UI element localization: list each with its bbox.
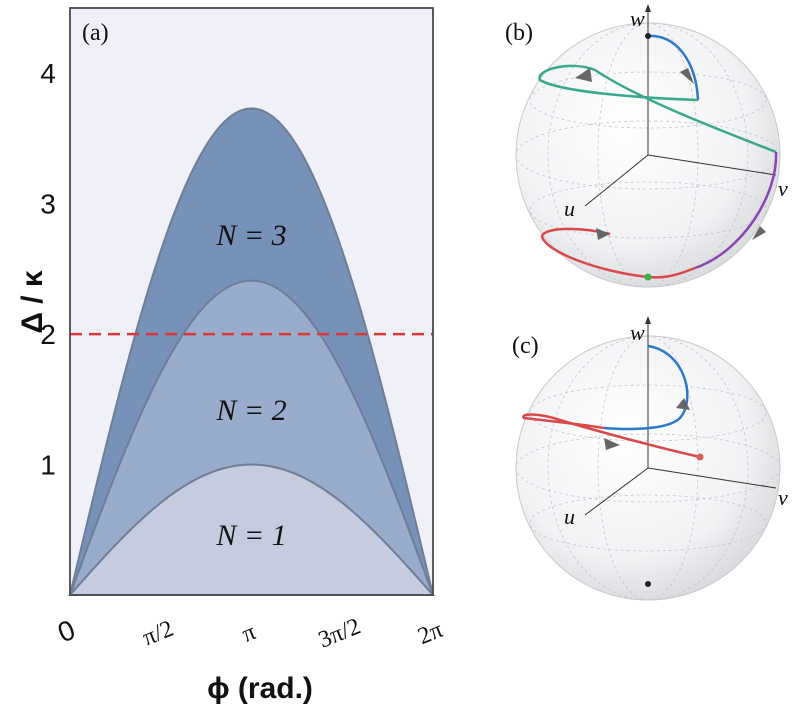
sphere-c-axes [584, 318, 777, 516]
x-tick-label: 3π/2 [315, 613, 364, 653]
sphere-b-axes [584, 6, 777, 207]
point-end-c [696, 453, 704, 461]
y-axis-label: Δ / κ [16, 270, 49, 334]
svg-text:π/2: π/2 [139, 616, 177, 652]
trajectory-purple-b [694, 151, 778, 270]
x-axis-label: ϕ (rad.) [207, 672, 313, 705]
y-tick-label: 4 [40, 58, 56, 89]
series-label-n3: N = 3 [215, 219, 286, 252]
axis-label-w-c: w [630, 320, 645, 345]
svg-text:2π: 2π [414, 617, 446, 650]
point-start-b [645, 33, 651, 39]
x-tick-label: 2π [414, 617, 446, 650]
arrow-b-4 [596, 228, 610, 240]
arrow-b-2 [575, 68, 592, 82]
panel-label-b: (b) [505, 20, 533, 46]
trajectory-blue-c [603, 344, 689, 431]
arrow-c-2 [604, 438, 620, 450]
arrow-b-3 [752, 226, 766, 240]
plot-frame [69, 7, 434, 596]
axis-label-v-b: v [778, 176, 788, 201]
point-south-pole-c [645, 581, 651, 587]
svg-text:Δ / κ: Δ / κ [16, 270, 49, 334]
svg-text:3π/2: 3π/2 [315, 613, 364, 653]
band-area-n1 [67, 463, 436, 596]
arrow-c-1 [676, 398, 690, 410]
panel-label-c: (c) [512, 333, 539, 359]
y-tick-label: 2 [40, 319, 56, 350]
arrow-b-1 [680, 68, 694, 84]
x-tick-label: π/2 [139, 616, 177, 652]
bloch-sphere-b: w v u (b) [505, 4, 788, 288]
series-label-n1: N = 1 [215, 519, 286, 552]
svg-text:0: 0 [53, 614, 79, 649]
svg-text:π: π [238, 619, 259, 648]
panel-label-a: (a) [82, 20, 109, 46]
w-axis-arrowhead-b [645, 4, 651, 12]
trajectory-green-b [538, 64, 777, 154]
axis-label-u-c: u [564, 504, 575, 529]
trajectory-red-b [540, 227, 696, 279]
y-tick-label: 3 [40, 189, 56, 220]
trajectory-red-c [522, 413, 701, 459]
trajectory-blue-b [647, 34, 700, 101]
axis-label-v-c: v [778, 485, 788, 510]
w-axis-arrowhead-c [645, 316, 651, 324]
energy-band-chart: (a) N = 1 N = 2 N = 3 1 2 3 4 0 π/2 π 3π/2 2π Δ /… [16, 7, 446, 705]
x-tick-label: 0 [53, 614, 79, 649]
x-tick-label: π [238, 619, 259, 648]
bloch-sphere-c: w v u (c) [512, 316, 788, 601]
axis-label-w-b: w [630, 6, 645, 31]
point-end-b [644, 273, 652, 281]
axis-label-u-b: u [564, 196, 575, 221]
series-label-n2: N = 2 [215, 394, 286, 427]
y-tick-label: 1 [40, 450, 56, 481]
